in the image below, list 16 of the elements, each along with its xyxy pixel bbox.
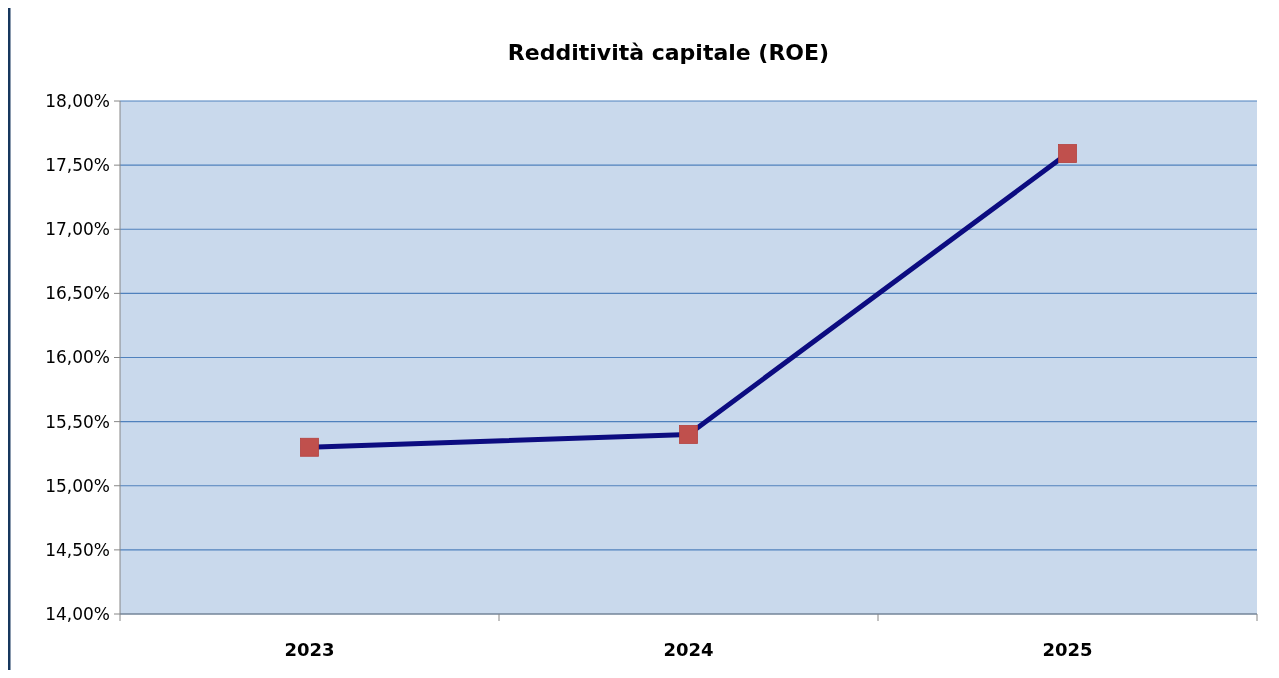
point bbox=[1058, 144, 1077, 163]
y-tick-label: 15,00% bbox=[45, 475, 110, 496]
chart-title: Redditività capitale (ROE) bbox=[507, 40, 830, 65]
x-tick-label: 2024 bbox=[663, 639, 714, 660]
y-tick-label: 16,00% bbox=[45, 347, 110, 368]
y-tick-label: 17,50% bbox=[45, 155, 110, 176]
point bbox=[300, 437, 319, 457]
x-tick-label: 2025 bbox=[1042, 639, 1093, 660]
y-tick-label: 15,50% bbox=[45, 411, 110, 432]
y-tick-label: 16,50% bbox=[45, 283, 110, 304]
x-tick-label: 2023 bbox=[284, 639, 335, 660]
point bbox=[679, 425, 698, 444]
y-tick-label: 18,00% bbox=[45, 90, 110, 111]
y-tick-label: 14,50% bbox=[45, 539, 110, 560]
y-tick-label: 17,00% bbox=[45, 219, 110, 240]
y-tick-label: 14,00% bbox=[45, 603, 110, 624]
